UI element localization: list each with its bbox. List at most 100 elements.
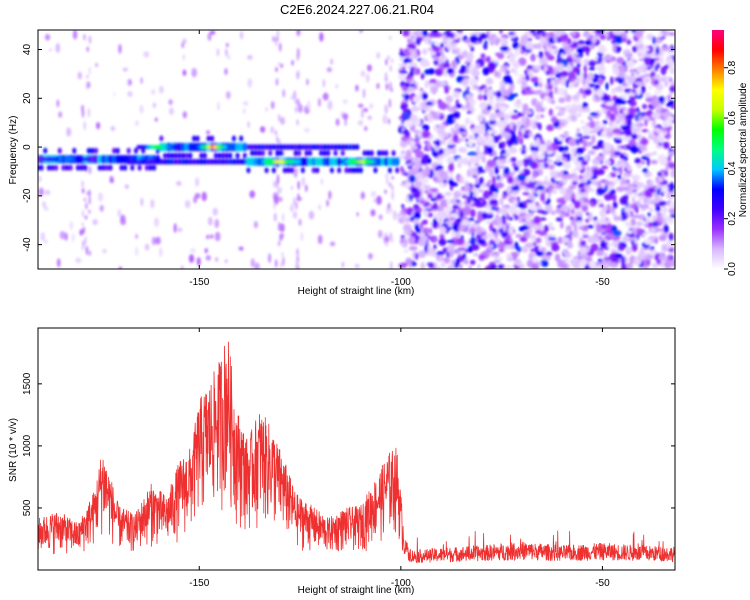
heatmap-cell bbox=[507, 176, 514, 184]
heatmap-cell bbox=[583, 64, 587, 73]
heatmap-band-cell bbox=[206, 144, 212, 150]
heatmap-cell bbox=[625, 113, 635, 120]
heatmap-cell bbox=[545, 201, 550, 206]
heatmap-cell bbox=[402, 129, 409, 136]
heatmap-cell bbox=[494, 231, 498, 239]
heatmap-band-cell bbox=[242, 142, 248, 152]
heatmap-cell bbox=[433, 41, 441, 46]
heatmap-cell bbox=[536, 154, 545, 160]
heatmap-band-cell bbox=[152, 158, 157, 165]
heatmap-cell bbox=[435, 80, 440, 88]
heatmap-cell bbox=[71, 233, 75, 243]
heatmap-cell bbox=[436, 128, 441, 135]
heatmap-cell bbox=[568, 107, 578, 115]
heatmap-cell bbox=[293, 90, 297, 99]
heatmap-band-cell bbox=[181, 152, 186, 159]
snr-y-tick-label: 1500 bbox=[22, 372, 33, 395]
heatmap-cell bbox=[446, 169, 450, 173]
heatmap-cell bbox=[583, 71, 588, 80]
heatmap-cell bbox=[513, 165, 520, 172]
heatmap-band-cell bbox=[394, 157, 400, 167]
colorbar-tick-label: 0.4 bbox=[727, 161, 738, 175]
heatmap-cell bbox=[640, 203, 650, 210]
heatmap-cell bbox=[481, 155, 486, 164]
heatmap-cell bbox=[518, 208, 528, 214]
heatmap-band-cell bbox=[170, 152, 175, 159]
heatmap-cell bbox=[400, 165, 404, 173]
heatmap-cell bbox=[548, 237, 557, 241]
heatmap-cell bbox=[634, 157, 642, 164]
heatmap-cell bbox=[461, 131, 468, 136]
heatmap-cell bbox=[113, 92, 116, 97]
heatmap-cell bbox=[423, 107, 430, 112]
heatmap-cell bbox=[140, 77, 143, 84]
heatmap-cell bbox=[373, 198, 377, 203]
heatmap-cell bbox=[282, 256, 285, 266]
heatmap-cell bbox=[458, 264, 463, 269]
heatmap-cell bbox=[540, 192, 545, 202]
heatmap-cell bbox=[118, 266, 123, 269]
heatmap-cell bbox=[579, 188, 586, 193]
heatmap-cell bbox=[434, 56, 440, 62]
heatmap-band-cell bbox=[133, 158, 138, 165]
heatmap-cell bbox=[58, 111, 63, 118]
heatmap-cell bbox=[648, 134, 655, 140]
heatmap-cell bbox=[469, 259, 476, 265]
heatmap-cell bbox=[558, 180, 563, 185]
heatmap-cell bbox=[508, 205, 517, 214]
heatmap-cell bbox=[543, 224, 549, 232]
heatmap-cell bbox=[464, 248, 469, 253]
heatmap-cell bbox=[88, 209, 91, 214]
heatmap-cell bbox=[649, 207, 654, 213]
heatmap-cell bbox=[545, 33, 549, 42]
heatmap-cell bbox=[459, 175, 465, 184]
heatmap-cell bbox=[357, 119, 364, 126]
heatmap-cell bbox=[624, 214, 629, 219]
heatmap-cell bbox=[427, 193, 433, 199]
heatmap-cell bbox=[408, 194, 413, 202]
heatmap-cell bbox=[598, 45, 607, 54]
heatmap-cell bbox=[644, 118, 648, 127]
heatmap-cell bbox=[590, 248, 594, 255]
heatmap-band-cell bbox=[304, 144, 309, 151]
heatmap-cell bbox=[467, 52, 474, 61]
heatmap-band-cell bbox=[177, 152, 182, 159]
heatmap-cell bbox=[282, 89, 285, 98]
heatmap-cell bbox=[424, 80, 429, 89]
heatmap-band-cell bbox=[271, 167, 276, 174]
heatmap-cell bbox=[600, 143, 605, 150]
heatmap-cell bbox=[279, 42, 282, 52]
heatmap-cell bbox=[614, 138, 622, 144]
heatmap-cell bbox=[529, 203, 537, 212]
heatmap-band-cell bbox=[326, 144, 331, 151]
heatmap-cell bbox=[459, 210, 464, 219]
heatmap-cell bbox=[583, 88, 592, 96]
heatmap-cell bbox=[505, 149, 510, 155]
heatmap-cell bbox=[500, 45, 509, 52]
heatmap-cell bbox=[617, 146, 622, 152]
heatmap-cell bbox=[570, 76, 575, 83]
heatmap-cell bbox=[644, 58, 651, 66]
heatmap-cell bbox=[558, 97, 566, 104]
heatmap-band-cell bbox=[224, 158, 229, 165]
heatmap-cell bbox=[517, 173, 526, 182]
heatmap-cell bbox=[600, 218, 604, 224]
heatmap-cell bbox=[384, 232, 387, 238]
heatmap-cell bbox=[571, 41, 579, 49]
heatmap-cell bbox=[484, 87, 489, 92]
heatmap-cell bbox=[524, 110, 533, 115]
heatmap-cell bbox=[122, 67, 128, 72]
heatmap-cell bbox=[457, 247, 466, 251]
heatmap-cell bbox=[668, 32, 675, 36]
heatmap-cell bbox=[472, 157, 481, 164]
heatmap-band-cell bbox=[162, 158, 167, 165]
heatmap-cell bbox=[471, 69, 480, 77]
heatmap-cell bbox=[627, 119, 632, 127]
heatmap-band-cell bbox=[168, 144, 174, 150]
heatmap-cell bbox=[562, 248, 568, 255]
heatmap-cell bbox=[658, 177, 664, 183]
heatmap-cell bbox=[515, 233, 523, 239]
heatmap-cell bbox=[403, 58, 408, 65]
heatmap-cell bbox=[557, 52, 561, 59]
heatmap-cell bbox=[468, 43, 473, 48]
